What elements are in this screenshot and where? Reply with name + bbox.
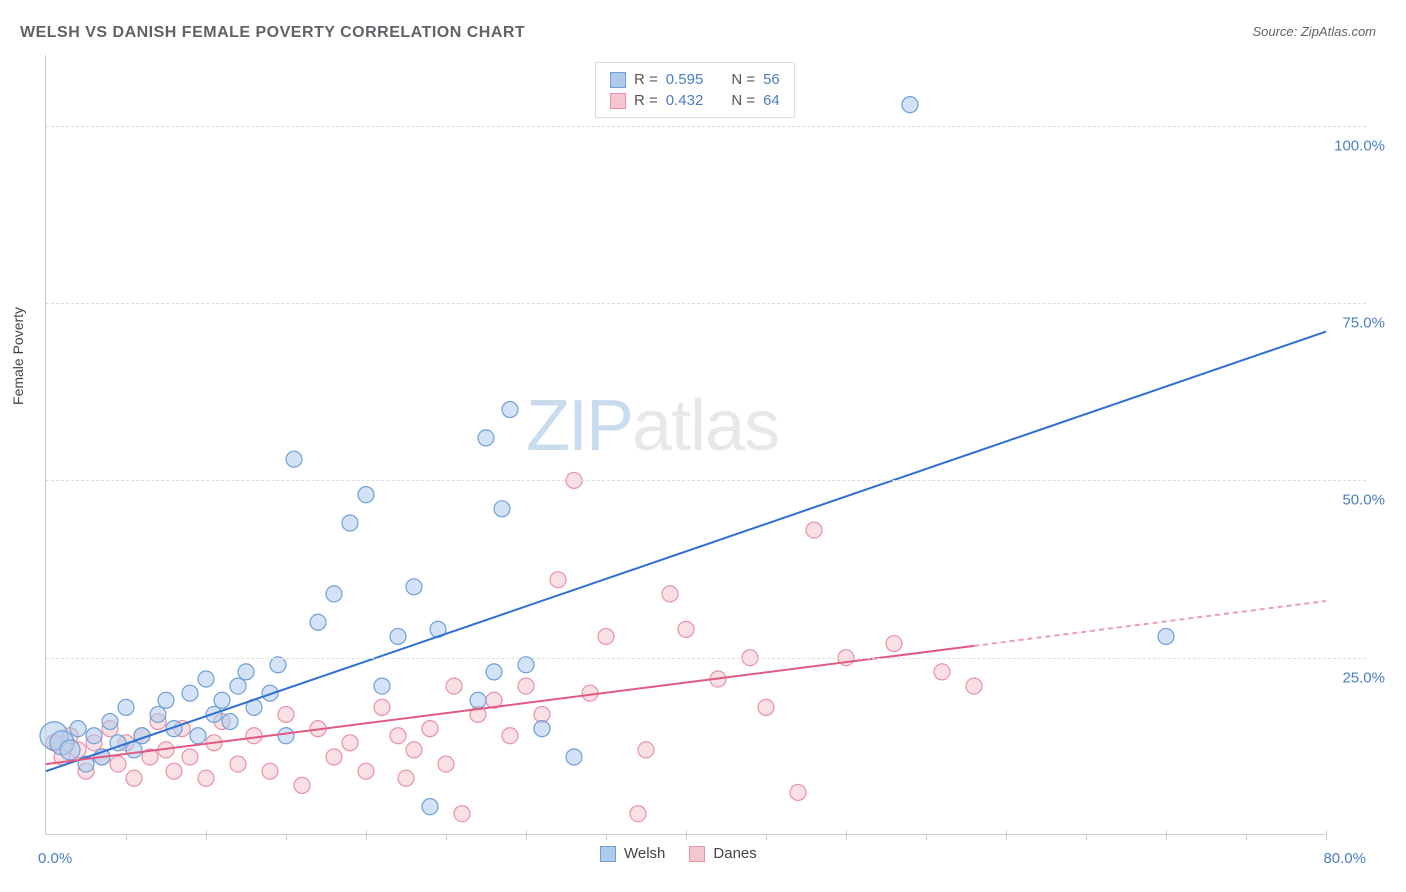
y-tick-label: 100.0% [1334,137,1385,154]
plot-area: ZIPatlas 25.0%50.0%75.0%100.0% [45,55,1325,835]
legend-item-welsh: Welsh [600,845,665,862]
n-label: N = [731,92,755,109]
y-tick-label: 50.0% [1342,492,1385,509]
y-tick-label: 25.0% [1342,669,1385,686]
legend-item-danes: Danes [689,845,756,862]
legend-label-welsh: Welsh [624,845,665,862]
n-value-welsh: 56 [763,71,780,88]
r-label: R = [634,71,658,88]
r-label: R = [634,92,658,109]
n-label: N = [731,71,755,88]
stats-row-welsh: R = 0.595 N = 56 [610,69,780,90]
r-value-welsh: 0.595 [666,71,704,88]
legend-swatch-danes [689,846,705,862]
chart-title: WELSH VS DANISH FEMALE POVERTY CORRELATI… [20,24,525,42]
stats-legend-box: R = 0.595 N = 56 R = 0.432 N = 64 [595,62,795,118]
y-tick-label: 75.0% [1342,315,1385,332]
source-attribution: Source: ZipAtlas.com [1252,24,1376,39]
x-axis-min-label: 0.0% [38,850,72,867]
n-value-danes: 64 [763,92,780,109]
stats-row-danes: R = 0.432 N = 64 [610,90,780,111]
legend-swatch-welsh [600,846,616,862]
r-value-danes: 0.432 [666,92,704,109]
y-axis-label: Female Poverty [10,307,26,405]
swatch-danes [610,93,626,109]
chart-svg [46,55,1325,834]
bottom-legend: Welsh Danes [600,845,757,862]
swatch-welsh [610,72,626,88]
x-axis-max-label: 80.0% [1323,850,1366,867]
legend-label-danes: Danes [713,845,756,862]
